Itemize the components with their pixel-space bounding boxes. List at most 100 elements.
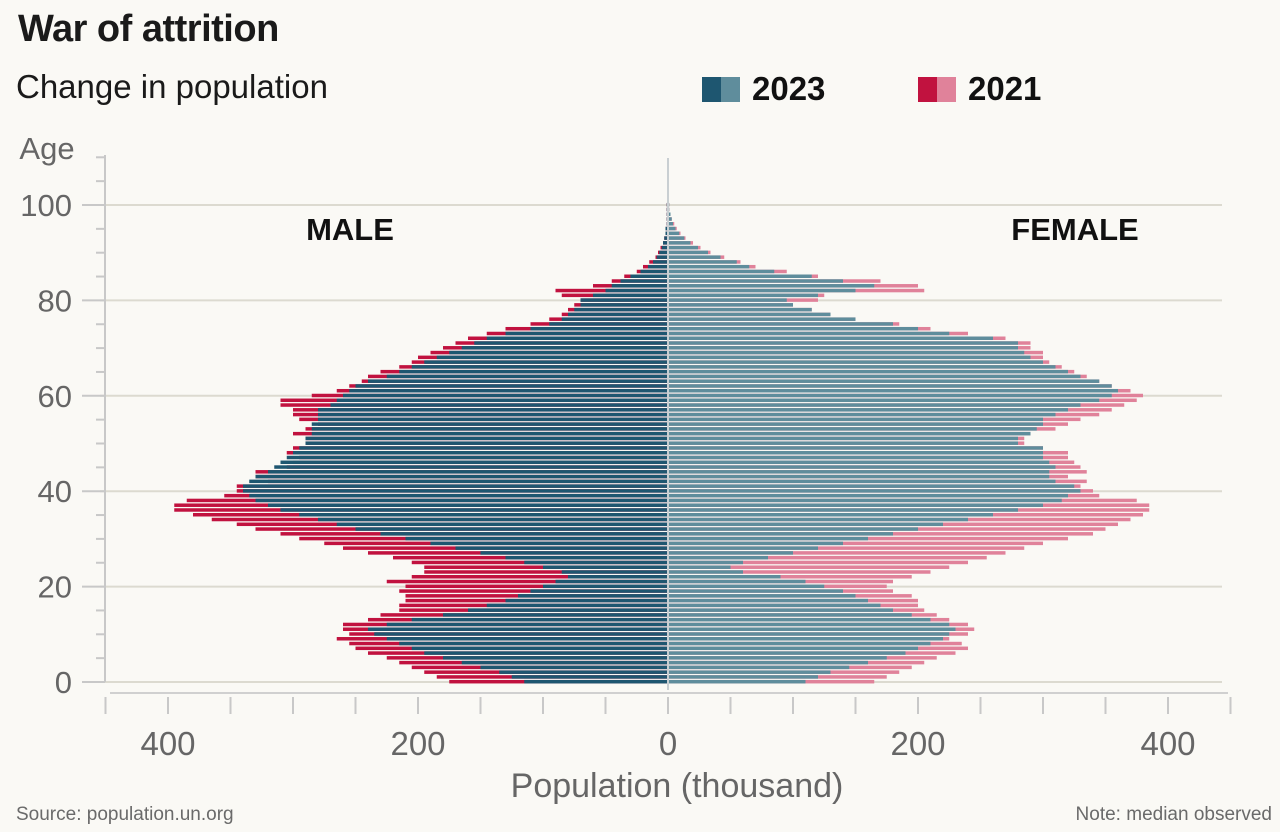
bar-male-2023-age-49 [299,446,668,450]
bar-male-2023-age-21 [555,579,668,584]
bar-female-2023-age-23 [668,570,743,574]
legend-swatch-male-2023 [702,76,721,102]
bar-male-2023-age-3 [480,665,668,670]
bar-male-2023-age-37 [268,503,668,507]
bar-male-2023-age-32 [355,527,668,531]
bar-male-2023-age-64 [386,374,668,379]
bar-female-2023-age-40 [668,489,1081,493]
bar-male-2023-age-90 [659,250,668,255]
bar-female-2023-age-39 [668,493,1068,498]
legend-item-2023: 2023 [702,70,825,108]
bar-male-2023-age-62 [355,384,668,388]
bar-male-2023-age-93 [664,236,668,240]
bar-male-2023-age-69 [449,350,668,355]
bar-female-2023-age-79 [668,303,793,307]
legend-swatch-male-2021 [918,76,937,102]
bar-female-2021-age-22 [668,575,912,579]
bar-female-2023-age-65 [668,369,1068,374]
bar-male-2023-age-47 [286,455,668,460]
bar-female-2023-age-71 [668,341,1018,345]
y-tick-label-60: 60 [38,379,72,414]
bar-female-2023-age-90 [668,250,708,255]
bar-female-2023-age-48 [668,450,1043,455]
bar-female-2023-age-43 [668,474,1050,479]
bar-female-2023-age-30 [668,536,868,541]
bar-male-2023-age-61 [349,388,668,393]
bar-male-2023-age-67 [424,360,668,364]
bar-male-2023-age-79 [580,303,668,307]
bar-female-2023-age-96 [668,222,673,226]
bar-male-2023-age-76 [561,317,668,321]
bar-female-2023-age-32 [668,527,918,531]
bar-male-2023-age-58 [330,403,668,407]
bar-female-2023-age-20 [668,584,825,589]
y-tick-label-100: 100 [20,188,72,223]
x-tick-label-4: 400 [1140,725,1195,762]
bar-male-2023-age-43 [255,474,668,479]
bar-male-2023-age-86 [640,269,668,274]
female-label: FEMALE [1011,212,1138,247]
bar-female-2023-age-19 [668,589,843,593]
bar-female-2023-age-0 [668,679,806,684]
bar-male-2023-age-24 [543,565,668,569]
bar-female-2023-age-86 [668,269,775,274]
bar-male-2023-age-40 [243,489,668,493]
bar-female-2023-age-63 [668,379,1100,383]
bar-male-2023-age-63 [368,379,668,383]
bar-male-2023-age-95 [665,226,668,231]
bar-female-2023-age-46 [668,460,1050,465]
bar-female-2023-age-64 [668,374,1081,379]
bar-male-2023-age-9 [386,637,668,641]
bar-male-2023-age-83 [611,284,668,288]
bar-male-2023-age-20 [543,584,668,589]
bar-male-2023-age-92 [663,241,668,245]
bar-male-2023-age-15 [468,608,668,612]
bar-male-2023-age-85 [630,274,668,278]
bar-male-2023-age-45 [274,465,668,469]
bar-female-2023-age-91 [668,245,698,250]
bar-male-2023-age-57 [318,408,668,412]
bar-female-2023-age-27 [668,551,793,555]
bar-female-2023-age-12 [668,622,950,627]
bar-female-2023-age-73 [668,331,950,336]
bar-female-2023-age-26 [668,555,768,560]
bar-male-2023-age-74 [530,326,668,331]
bar-female-2023-age-29 [668,541,843,546]
bar-female-2023-age-84 [668,279,843,283]
bar-female-2021-age-23 [668,570,931,574]
bar-female-2023-age-93 [668,236,685,240]
bar-female-2023-age-16 [668,603,881,608]
bar-female-2023-age-59 [668,398,1100,403]
bar-female-2023-age-98 [668,212,671,216]
x-axis-title: Population (thousand) [511,767,844,805]
legend-label-2021: 2021 [968,70,1042,107]
bar-male-2023-age-1 [511,675,668,679]
bar-male-2023-age-29 [430,541,668,546]
bar-female-2023-age-66 [668,365,1056,369]
chart-subtitle: Change in population [16,68,328,105]
bar-male-2023-age-80 [580,298,668,302]
bar-female-2023-age-92 [668,241,691,245]
bar-male-2023-age-5 [443,656,668,660]
bar-male-2023-age-50 [305,441,668,445]
bar-male-2023-age-46 [280,460,668,465]
bar-female-2023-age-54 [668,422,1043,426]
bar-male-2023-age-14 [443,613,668,617]
bar-male-2023-age-7 [411,646,668,651]
y-tick-label-20: 20 [38,570,72,605]
bar-male-2023-age-60 [343,393,668,398]
bar-female-2023-age-1 [668,675,818,679]
bar-male-2023-age-73 [505,331,668,336]
bar-male-2023-age-81 [593,293,668,298]
bar-male-2023-age-42 [249,479,668,484]
bar-female-2023-age-51 [668,436,1018,441]
bar-female-2023-age-70 [668,346,1018,350]
bar-female-2023-age-45 [668,465,1056,469]
bar-female-2023-age-83 [668,284,875,288]
bar-female-2023-age-88 [668,260,737,264]
bar-female-2021-age-25 [668,560,968,565]
bar-male-2023-age-2 [499,670,668,674]
y-tick-label-40: 40 [38,474,72,509]
bar-female-2023-age-62 [668,384,1112,388]
median-note: Note: median observed [1075,804,1272,825]
